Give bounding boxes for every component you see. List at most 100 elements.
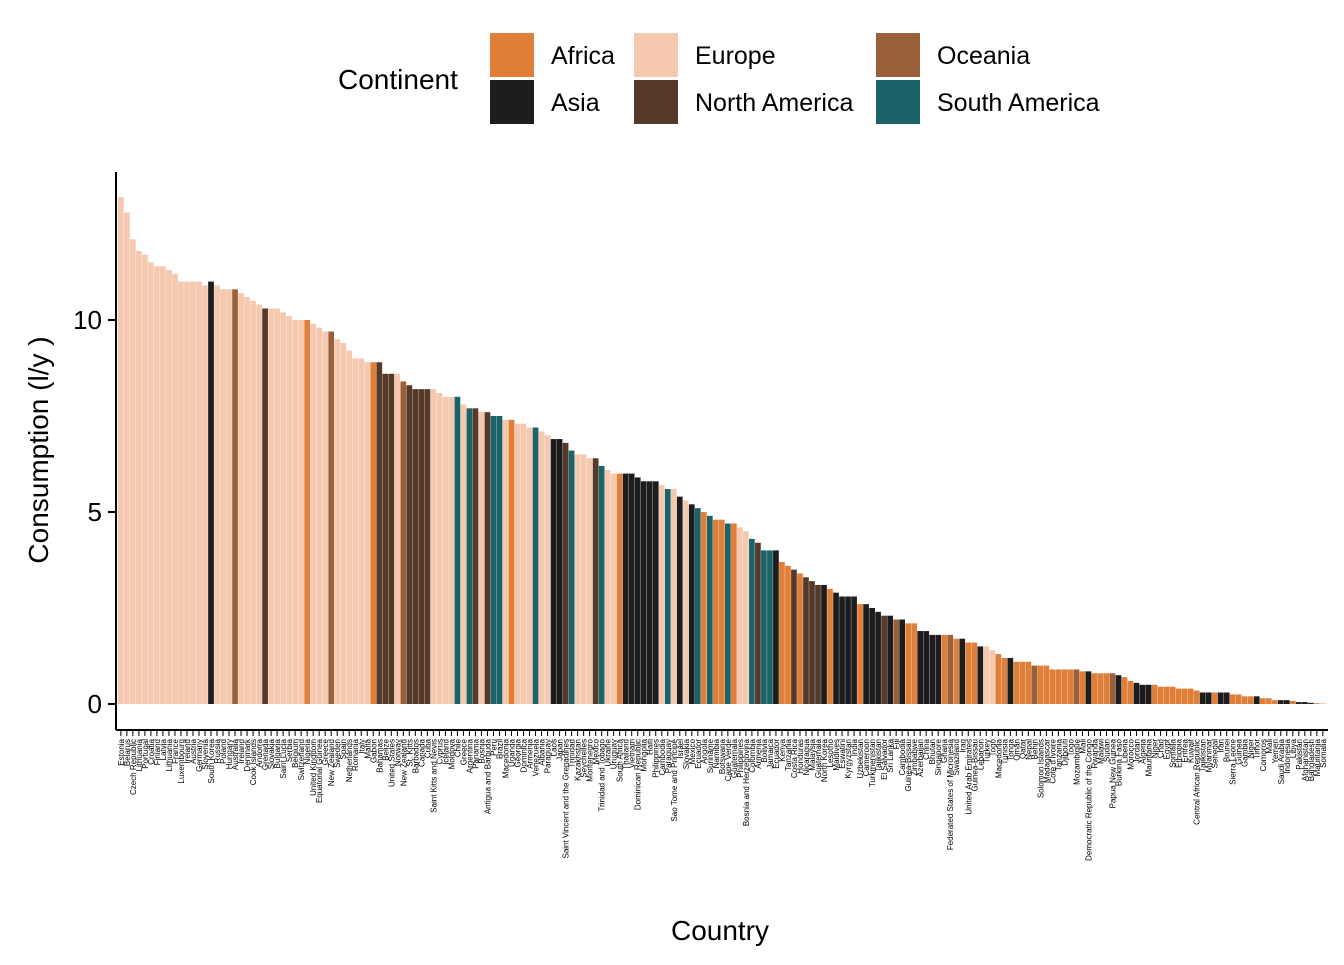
bar bbox=[479, 412, 485, 704]
bar bbox=[1254, 696, 1260, 704]
bar bbox=[1116, 675, 1122, 704]
bar bbox=[569, 451, 575, 704]
bar bbox=[1068, 669, 1074, 704]
bar bbox=[995, 654, 1001, 704]
bar bbox=[611, 474, 617, 704]
bar bbox=[1152, 685, 1158, 704]
legend-swatch-africa bbox=[490, 33, 534, 77]
bar bbox=[785, 566, 791, 704]
bar bbox=[1158, 687, 1164, 704]
bar bbox=[905, 623, 911, 704]
bar bbox=[148, 262, 154, 704]
bar bbox=[761, 550, 767, 704]
bar bbox=[1206, 692, 1212, 704]
bar bbox=[1266, 698, 1272, 704]
bar bbox=[1308, 703, 1314, 704]
legend-label-south-america: South America bbox=[937, 89, 1100, 117]
bar bbox=[232, 289, 238, 704]
bar bbox=[1278, 700, 1284, 704]
bar bbox=[394, 374, 400, 704]
bar bbox=[713, 520, 719, 704]
bar bbox=[677, 497, 683, 704]
bar bbox=[473, 408, 479, 704]
bar bbox=[989, 650, 995, 704]
y-tick-label: 10 bbox=[73, 305, 102, 335]
bar bbox=[935, 635, 941, 704]
bar bbox=[298, 320, 304, 704]
bar bbox=[1122, 677, 1128, 704]
bar bbox=[767, 550, 773, 704]
bar bbox=[160, 266, 166, 704]
bar bbox=[689, 504, 695, 704]
bar bbox=[1284, 700, 1290, 704]
bar bbox=[268, 308, 274, 704]
bar bbox=[521, 424, 527, 704]
bar bbox=[130, 239, 136, 704]
bar bbox=[1044, 666, 1050, 704]
bar bbox=[863, 604, 869, 704]
legend-swatch-south-america bbox=[876, 80, 920, 124]
legend-swatch-europe bbox=[634, 33, 678, 77]
bar bbox=[797, 573, 803, 704]
bar bbox=[1272, 700, 1278, 704]
bar bbox=[226, 289, 232, 704]
bar bbox=[412, 389, 418, 704]
bar bbox=[929, 635, 935, 704]
bar bbox=[388, 374, 394, 704]
bar bbox=[749, 539, 755, 704]
bar bbox=[1074, 669, 1080, 704]
bar bbox=[124, 212, 130, 704]
bar bbox=[779, 562, 785, 704]
bar bbox=[665, 489, 671, 704]
bar bbox=[551, 439, 557, 704]
bar bbox=[364, 362, 370, 704]
bar bbox=[1224, 692, 1230, 704]
bar bbox=[845, 596, 851, 704]
bar bbox=[1032, 666, 1038, 704]
bar bbox=[887, 616, 893, 704]
bar bbox=[244, 297, 250, 704]
bar bbox=[803, 577, 809, 704]
bar bbox=[587, 458, 593, 704]
bar bbox=[641, 481, 647, 704]
bar bbox=[1290, 701, 1296, 704]
bar bbox=[947, 635, 953, 704]
bar bbox=[671, 489, 677, 704]
bar bbox=[1062, 669, 1068, 704]
y-axis-label: Consumption (l/y ) bbox=[23, 336, 54, 563]
legend-label-africa: Africa bbox=[551, 42, 615, 70]
bar bbox=[449, 397, 455, 704]
bar bbox=[382, 374, 388, 704]
bar bbox=[142, 255, 148, 704]
bar bbox=[581, 454, 587, 704]
legend-swatch-oceania bbox=[876, 33, 920, 77]
bar bbox=[1104, 673, 1110, 704]
bar bbox=[238, 293, 244, 704]
bar bbox=[376, 362, 382, 704]
bar bbox=[1080, 671, 1086, 704]
bar bbox=[1026, 662, 1032, 704]
bar bbox=[184, 282, 190, 704]
bar bbox=[635, 477, 641, 704]
bar bbox=[605, 470, 611, 704]
bar bbox=[1140, 685, 1146, 704]
bar bbox=[545, 435, 551, 704]
bar bbox=[683, 500, 689, 704]
bar bbox=[599, 466, 605, 704]
bar bbox=[755, 543, 761, 704]
bar bbox=[1134, 683, 1140, 704]
bar bbox=[833, 593, 839, 704]
y-tick-label: 5 bbox=[88, 497, 102, 527]
bar bbox=[575, 454, 581, 704]
bar bbox=[1302, 702, 1308, 704]
bar bbox=[1164, 687, 1170, 704]
legend-swatch-asia bbox=[490, 80, 534, 124]
bar bbox=[617, 474, 623, 704]
bar bbox=[400, 381, 406, 704]
bar bbox=[923, 631, 929, 704]
bar bbox=[310, 324, 316, 704]
bar bbox=[1086, 671, 1092, 704]
bar bbox=[443, 397, 449, 704]
